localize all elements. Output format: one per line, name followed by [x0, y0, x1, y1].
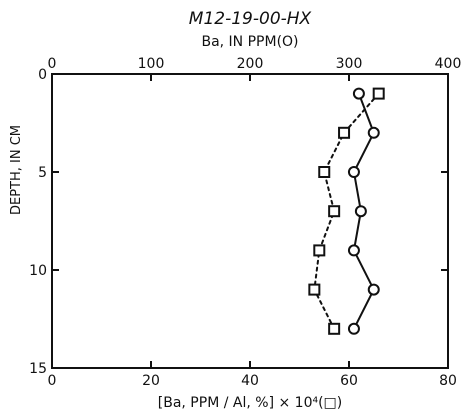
square-point: [308, 283, 321, 296]
top-tick-label: 300: [336, 56, 363, 72]
circle-point: [367, 126, 380, 139]
circle-point: [347, 244, 360, 257]
y-tick-label: 15: [29, 361, 47, 377]
circle-point: [354, 205, 367, 218]
square-point: [338, 126, 351, 139]
top-tick-label: 100: [138, 56, 165, 72]
top-tick-label: 0: [48, 56, 57, 72]
bottom-tick-label: 80: [439, 373, 457, 389]
y-axis-ticks: 0 5 10 15: [29, 67, 448, 377]
top-tick-label: 400: [435, 56, 462, 72]
bottom-tick-label: 20: [142, 373, 160, 389]
y-tick-label: 10: [29, 263, 47, 279]
square-point: [328, 205, 341, 218]
circle-point: [367, 283, 380, 296]
bottom-axis-label: [Ba, PPM / Al, %] × 10⁴(□): [158, 395, 342, 411]
square-point: [313, 244, 326, 257]
chart-title: M12-19-00-HX: [189, 9, 312, 29]
square-point: [328, 322, 341, 335]
top-tick-label: 200: [237, 56, 264, 72]
top-axis-ticks: 0 100 200 300 400: [48, 56, 462, 81]
y-tick-label: 5: [38, 165, 47, 181]
bottom-axis-ticks: 0 20 40 60 80: [48, 361, 457, 389]
bottom-tick-label: 0: [48, 373, 57, 389]
bottom-tick-label: 40: [241, 373, 259, 389]
circle-point: [352, 87, 365, 100]
plot-frame: [51, 73, 449, 369]
y-axis-label: DEPTH, IN CM: [9, 125, 24, 215]
square-point: [318, 166, 331, 178]
bottom-tick-label: 60: [340, 373, 358, 389]
series-layer: [308, 87, 385, 335]
circle-point: [347, 166, 360, 178]
square-point: [372, 87, 385, 100]
circle-point: [347, 322, 360, 335]
y-tick-label: 0: [38, 67, 47, 83]
top-axis-label: Ba, IN PPM(O): [201, 34, 298, 50]
